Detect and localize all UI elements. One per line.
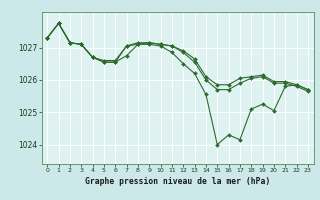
X-axis label: Graphe pression niveau de la mer (hPa): Graphe pression niveau de la mer (hPa) (85, 177, 270, 186)
